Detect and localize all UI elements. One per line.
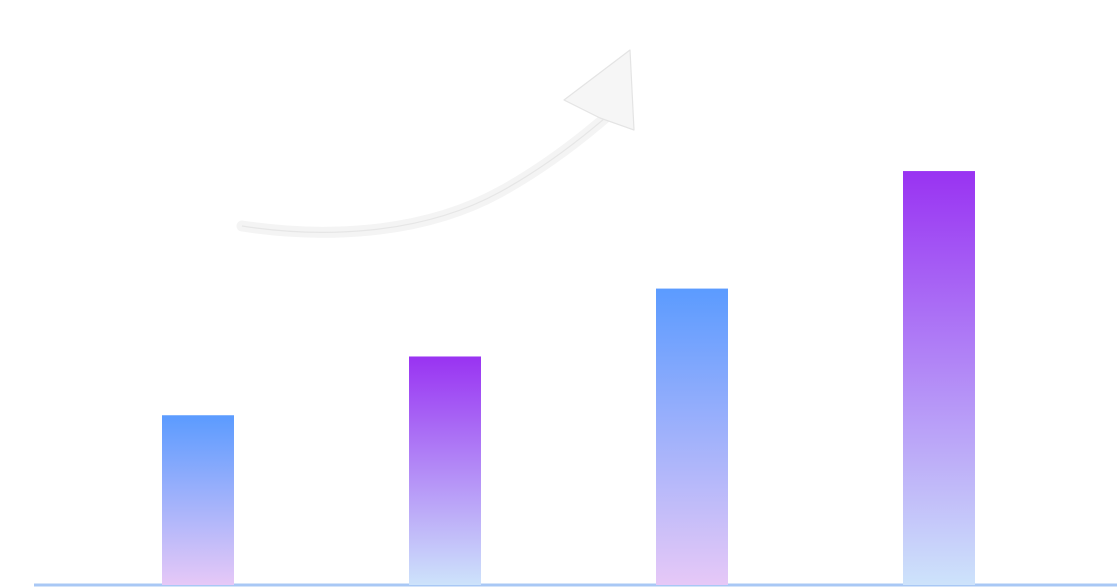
trend-arrow-icon	[236, 49, 635, 238]
bar	[903, 171, 975, 585]
bars	[162, 171, 975, 585]
bar	[409, 356, 481, 585]
bar	[162, 415, 234, 585]
bar	[656, 288, 728, 585]
